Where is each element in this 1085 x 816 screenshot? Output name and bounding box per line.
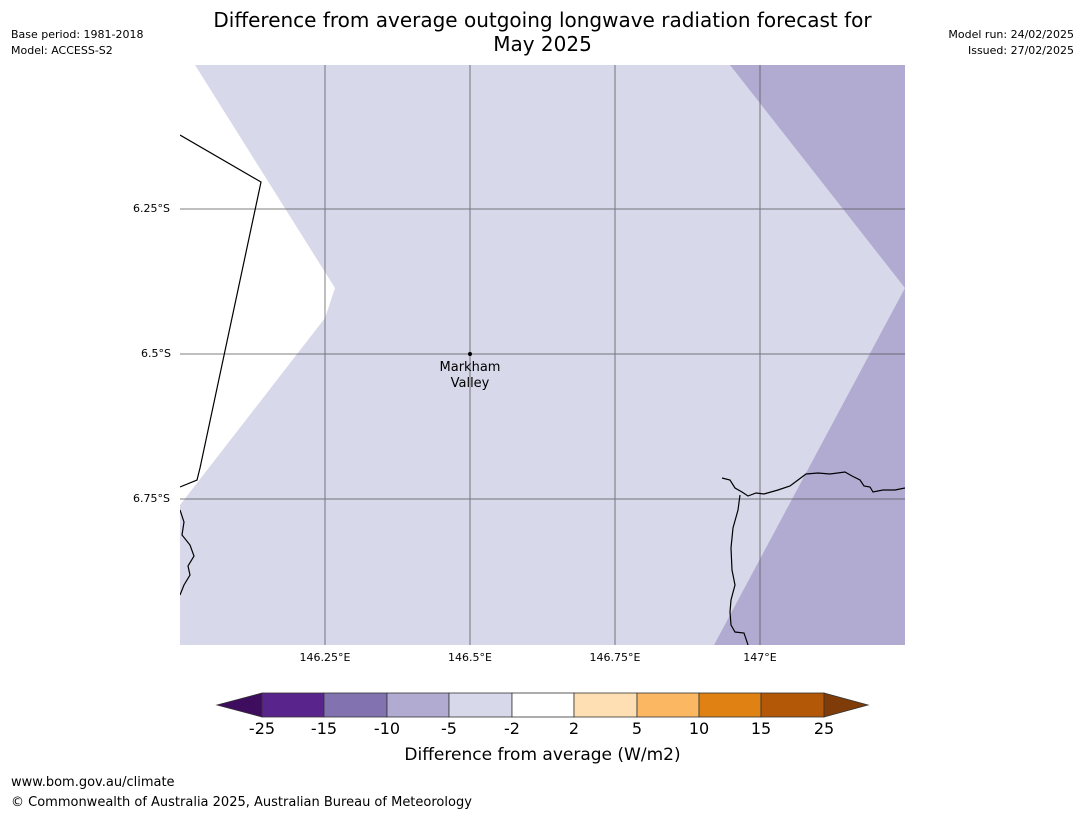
colorbar-label: Difference from average (W/m2) bbox=[404, 745, 681, 765]
colorbar-bin bbox=[511, 692, 575, 718]
colorbar-extend-low bbox=[215, 692, 263, 718]
lon-label: 146.75°E bbox=[589, 651, 641, 664]
graticule bbox=[180, 65, 905, 645]
colorbar-bin bbox=[323, 692, 388, 718]
title-line-2: May 2025 bbox=[493, 32, 592, 56]
issued-date: Issued: 27/02/2025 bbox=[967, 44, 1074, 57]
colorbar-tick: 2 bbox=[568, 719, 580, 738]
colorbar-bin bbox=[261, 692, 325, 718]
chart-title: Difference from average outgoing longwav… bbox=[0, 8, 1085, 56]
map-area bbox=[180, 65, 905, 645]
place-label-line-2: Valley bbox=[450, 376, 490, 391]
colorbar-bin bbox=[448, 692, 513, 718]
lat-label: 6.75°S bbox=[133, 492, 170, 505]
meta-left: Base period: 1981-2018 Model: ACCESS-S2 bbox=[11, 27, 143, 59]
place-label-line-1: Markham bbox=[439, 360, 501, 375]
colorbar-tick: 10 bbox=[688, 719, 710, 738]
colorbar bbox=[215, 692, 870, 718]
meta-right: Model run: 24/02/2025 Issued: 27/02/2025 bbox=[948, 27, 1074, 59]
colorbar-tick: -5 bbox=[441, 719, 457, 738]
colorbar-tick: -2 bbox=[504, 719, 520, 738]
lat-label: 6.25°S bbox=[133, 202, 170, 215]
colorbar-tick: -25 bbox=[248, 719, 276, 738]
colorbar-bin bbox=[636, 692, 700, 718]
colorbar-bin bbox=[760, 692, 825, 718]
provincial-boundary bbox=[180, 134, 262, 488]
footer-url[interactable]: www.bom.gov.au/climate bbox=[11, 775, 175, 790]
model-name: Model: ACCESS-S2 bbox=[11, 44, 113, 57]
footer-copyright: © Commonwealth of Australia 2025, Austra… bbox=[11, 795, 472, 810]
lon-label: 146.25°E bbox=[299, 651, 351, 664]
lon-label: 147°E bbox=[743, 651, 777, 664]
base-period: Base period: 1981-2018 bbox=[11, 28, 144, 41]
coastline-south bbox=[729, 494, 749, 645]
colorbar-bin bbox=[698, 692, 762, 718]
coastline-north bbox=[721, 471, 905, 497]
colorbar-tick: 25 bbox=[813, 719, 835, 738]
model-run: Model run: 24/02/2025 bbox=[948, 28, 1074, 41]
colorbar-tick: -10 bbox=[373, 719, 401, 738]
colorbar-bin bbox=[573, 692, 638, 718]
colorbar-extend-high bbox=[823, 692, 870, 718]
lat-label: 6.5°S bbox=[141, 347, 171, 360]
lon-label: 146.5°E bbox=[448, 651, 492, 664]
colorbar-bin bbox=[386, 692, 450, 718]
colorbar-tick: 5 bbox=[631, 719, 643, 738]
place-label: Markham Valley bbox=[440, 360, 501, 392]
negative-region bbox=[714, 65, 905, 645]
neutral-region bbox=[180, 65, 335, 505]
title-line-1: Difference from average outgoing longwav… bbox=[213, 8, 872, 32]
colorbar-tick: -15 bbox=[310, 719, 338, 738]
location-marker[interactable] bbox=[468, 352, 472, 356]
coastline-west bbox=[180, 509, 195, 596]
colorbar-tick: 15 bbox=[750, 719, 772, 738]
